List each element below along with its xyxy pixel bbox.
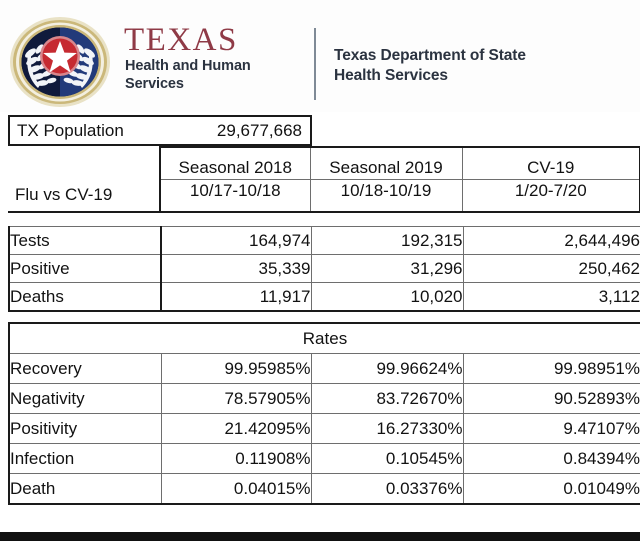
column-title-1: Seasonal 2019: [309, 146, 463, 180]
column-range-1: 10/18-10/19: [309, 179, 463, 213]
agency-name: Texas Department of State Health Service…: [334, 46, 526, 87]
table-row: Tests 164,974 192,315 2,644,496: [8, 226, 640, 255]
tx-population-value: 29,677,668: [216, 121, 302, 140]
cell-recovery-2018: 99.95985%: [160, 353, 312, 384]
tx-population-label: TX Population: [17, 121, 124, 140]
column-range-0: 10/17-10/18: [159, 179, 311, 213]
rates-banner-row: Rates: [8, 322, 640, 354]
header-row-ranges: Flu vs CV-19 10/17-10/18 10/18-10/19 1/2…: [8, 179, 640, 213]
texas-hhs-seal-icon: [8, 16, 112, 108]
table-row: Death 0.04015% 0.03376% 0.01049%: [8, 473, 640, 505]
row-label-deaths: Deaths: [8, 282, 162, 312]
table-column-headers: Seasonal 2018 Seasonal 2019 CV-19 Flu vs…: [8, 146, 640, 213]
table-row: Negativity 78.57905% 83.72670% 90.52893%: [8, 383, 640, 414]
cell-deaths-2018: 11,917: [160, 282, 312, 312]
cell-positive-2019: 31,296: [310, 254, 464, 283]
brand-subtitle-line1: Health and Human: [125, 58, 251, 74]
cell-negativity-cv19: 90.52893%: [462, 383, 640, 414]
bottom-bar: [0, 532, 640, 541]
cell-positive-2018: 35,339: [160, 254, 312, 283]
cell-positive-cv19: 250,462: [462, 254, 640, 283]
cell-tests-cv19: 2,644,496: [462, 226, 640, 255]
brand-subtitle: Health and Human Services: [125, 58, 251, 93]
cell-death-cv19: 0.01049%: [462, 473, 640, 505]
row-label-positive: Positive: [8, 254, 162, 283]
row-label-positivity: Positivity: [8, 413, 162, 444]
row-label-tests: Tests: [8, 226, 162, 255]
agency-name-line1: Texas Department of State: [334, 47, 526, 64]
cell-negativity-2019: 83.72670%: [310, 383, 464, 414]
table-row: Positive 35,339 31,296 250,462: [8, 254, 640, 283]
rates-banner-table: Rates: [8, 322, 640, 354]
cell-positivity-cv19: 9.47107%: [462, 413, 640, 444]
cell-deaths-cv19: 3,112: [462, 282, 640, 312]
brand-texas-wordmark: TEXAS: [124, 22, 238, 58]
agency-name-line2: Health Services: [334, 67, 448, 85]
cell-deaths-2019: 10,020: [310, 282, 464, 312]
rates-banner-label: Rates: [8, 322, 640, 354]
row-label-death: Death: [8, 473, 162, 505]
header-row-titles: Seasonal 2018 Seasonal 2019 CV-19: [8, 146, 640, 180]
row-label-recovery: Recovery: [8, 353, 162, 384]
cell-infection-2018: 0.11908%: [160, 443, 312, 474]
column-title-2: CV-19: [461, 146, 640, 180]
table-row: Infection 0.11908% 0.10545% 0.84394%: [8, 443, 640, 474]
header-divider: [314, 28, 316, 100]
column-title-0: Seasonal 2018: [159, 146, 311, 180]
rates-table: Recovery 99.95985% 99.96624% 99.98951% N…: [8, 353, 640, 505]
corner-label: Flu vs CV-19: [8, 179, 161, 213]
brand-subtitle-line2: Services: [125, 75, 184, 92]
cell-recovery-cv19: 99.98951%: [462, 353, 640, 384]
row-label-negativity: Negativity: [8, 383, 162, 414]
table-row: Positivity 21.42095% 16.27330% 9.47107%: [8, 413, 640, 444]
tx-population-box: TX Population 29,677,668: [8, 115, 312, 146]
header-corner-blank: [8, 147, 161, 180]
cell-infection-2019: 0.10545%: [310, 443, 464, 474]
page-header: TEXAS Health and Human Services Texas De…: [0, 0, 640, 112]
cell-tests-2018: 164,974: [160, 226, 312, 255]
cell-recovery-2019: 99.96624%: [310, 353, 464, 384]
cell-tests-2019: 192,315: [310, 226, 464, 255]
cell-death-2019: 0.03376%: [310, 473, 464, 505]
row-label-infection: Infection: [8, 443, 162, 474]
table-row: Recovery 99.95985% 99.96624% 99.98951%: [8, 353, 640, 384]
cell-death-2018: 0.04015%: [160, 473, 312, 505]
cell-negativity-2018: 78.57905%: [160, 383, 312, 414]
table-row: Deaths 11,917 10,020 3,112: [8, 282, 640, 312]
column-range-2: 1/20-7/20: [461, 179, 640, 213]
cell-positivity-2019: 16.27330%: [310, 413, 464, 444]
cell-infection-cv19: 0.84394%: [462, 443, 640, 474]
counts-table: Tests 164,974 192,315 2,644,496 Positive…: [8, 226, 640, 312]
cell-positivity-2018: 21.42095%: [160, 413, 312, 444]
